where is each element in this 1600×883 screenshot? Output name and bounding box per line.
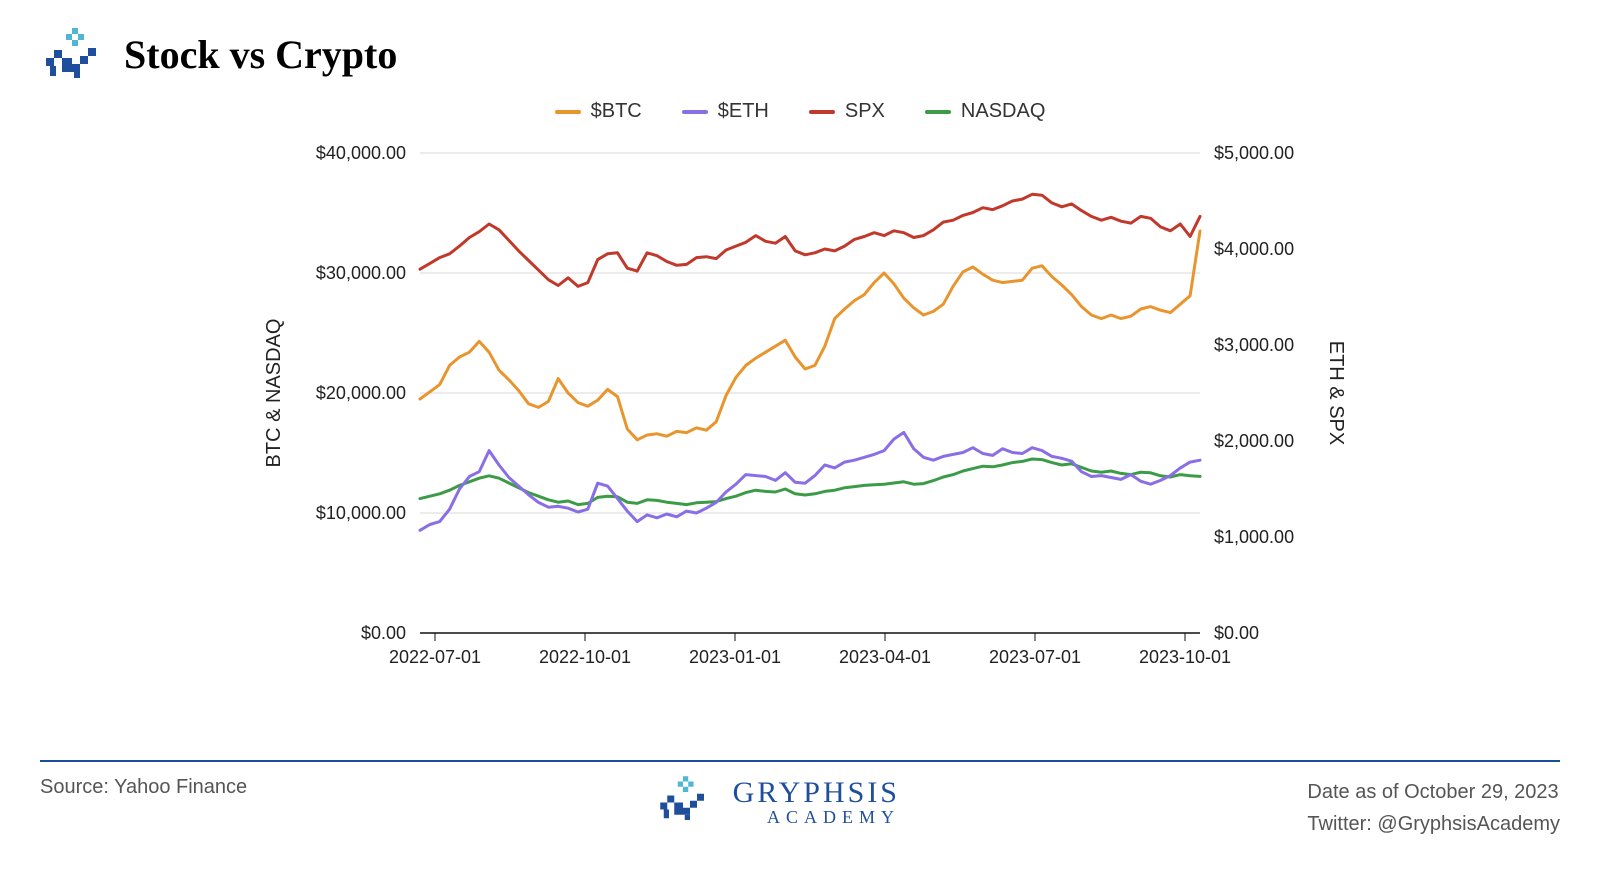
brand-subtitle: ACADEMY — [733, 808, 900, 827]
brand-name: GRYPHSIS — [733, 777, 900, 809]
svg-text:$2,000.00: $2,000.00 — [1214, 431, 1294, 451]
footer-meta: Date as of October 29, 2023 Twitter: @Gr… — [1307, 776, 1560, 840]
svg-text:$0.00: $0.00 — [361, 623, 406, 643]
gryphsis-logo-icon — [655, 776, 719, 828]
svg-text:2023-01-01: 2023-01-01 — [689, 647, 781, 667]
line-chart: $0.00 $10,000.00 $20,000.00 $30,000.00 $40,0… — [240, 133, 1360, 703]
svg-text:2023-04-01: 2023-04-01 — [839, 647, 931, 667]
legend-label: $BTC — [591, 100, 642, 123]
brand-text: GRYPHSIS ACADEMY — [733, 777, 900, 827]
legend-item: $BTC — [555, 100, 642, 123]
page: Stock vs Crypto $BTC$ETHSPXNASDAQ $0.00$… — [0, 0, 1600, 883]
gryphsis-logo-icon — [40, 28, 104, 80]
source-text: Source: Yahoo Finance — [40, 776, 247, 799]
legend-label: NASDAQ — [961, 100, 1045, 123]
legend-swatch — [925, 110, 951, 114]
svg-text:$40,000.00: $40,000.00 — [316, 143, 406, 163]
svg-text:ETH & SPX: ETH & SPX — [1325, 341, 1347, 445]
legend-item: NASDAQ — [925, 100, 1045, 123]
series-nasdaq — [420, 459, 1200, 505]
header: Stock vs Crypto — [40, 28, 1560, 80]
series-eth — [420, 432, 1200, 530]
legend-swatch — [809, 110, 835, 114]
date-text: Date as of October 29, 2023 — [1307, 776, 1560, 808]
svg-text:$20,000.00: $20,000.00 — [316, 383, 406, 403]
chart-legend: $BTC $ETH SPX NASDAQ — [140, 100, 1460, 123]
legend-swatch — [682, 110, 708, 114]
chart-area: $BTC $ETH SPX NASDAQ $0.00 $10,000.00 $20,000… — [140, 100, 1460, 740]
svg-text:2022-07-01: 2022-07-01 — [389, 647, 481, 667]
series-btc — [420, 231, 1200, 440]
twitter-text: Twitter: @GryphsisAcademy — [1307, 808, 1560, 840]
footer-brand: GRYPHSIS ACADEMY — [655, 776, 900, 828]
svg-text:$30,000.00: $30,000.00 — [316, 263, 406, 283]
legend-item: SPX — [809, 100, 885, 123]
footer-divider — [40, 760, 1560, 762]
svg-text:$0.00: $0.00 — [1214, 623, 1259, 643]
svg-text:2023-10-01: 2023-10-01 — [1139, 647, 1231, 667]
svg-text:2022-10-01: 2022-10-01 — [539, 647, 631, 667]
svg-text:$5,000.00: $5,000.00 — [1214, 143, 1294, 163]
legend-label: SPX — [845, 100, 885, 123]
svg-text:$3,000.00: $3,000.00 — [1214, 335, 1294, 355]
legend-label: $ETH — [718, 100, 769, 123]
legend-swatch — [555, 110, 581, 114]
svg-text:2023-07-01: 2023-07-01 — [989, 647, 1081, 667]
svg-text:BTC & NASDAQ: BTC & NASDAQ — [263, 319, 285, 468]
footer: Source: Yahoo Finance — [40, 776, 1560, 840]
svg-text:$10,000.00: $10,000.00 — [316, 503, 406, 523]
page-title: Stock vs Crypto — [124, 31, 397, 78]
svg-text:$1,000.00: $1,000.00 — [1214, 527, 1294, 547]
legend-item: $ETH — [682, 100, 769, 123]
svg-text:$4,000.00: $4,000.00 — [1214, 239, 1294, 259]
